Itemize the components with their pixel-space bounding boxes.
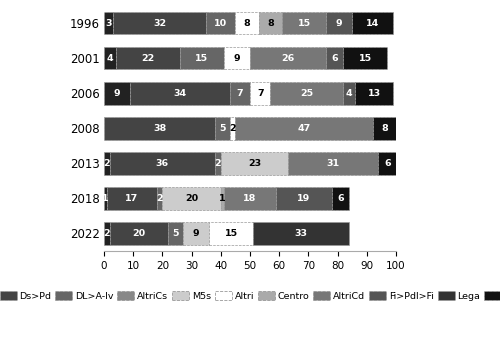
Bar xyxy=(224,47,250,70)
Text: 7: 7 xyxy=(257,89,264,98)
Bar xyxy=(162,187,221,209)
Text: 23: 23 xyxy=(248,159,261,168)
Bar xyxy=(113,12,206,34)
Text: 8: 8 xyxy=(244,18,250,27)
Text: 8: 8 xyxy=(267,18,274,27)
Text: 2: 2 xyxy=(156,194,163,203)
Text: 22: 22 xyxy=(141,54,154,63)
Bar xyxy=(110,152,215,175)
Text: 1: 1 xyxy=(102,194,109,203)
Text: 34: 34 xyxy=(174,89,186,98)
Bar xyxy=(206,12,236,34)
Text: 2: 2 xyxy=(104,159,110,168)
Text: 9: 9 xyxy=(192,229,200,238)
Bar xyxy=(352,12,393,34)
Text: 15: 15 xyxy=(196,54,208,63)
Text: 4: 4 xyxy=(106,54,113,63)
Text: 5: 5 xyxy=(219,124,226,133)
Text: 7: 7 xyxy=(236,89,243,98)
Text: 20: 20 xyxy=(185,194,198,203)
Text: 36: 36 xyxy=(156,159,169,168)
Text: 18: 18 xyxy=(244,194,256,203)
Bar xyxy=(168,222,183,245)
Bar xyxy=(236,117,372,140)
Text: 2: 2 xyxy=(104,229,110,238)
Text: 1: 1 xyxy=(219,194,226,203)
Bar xyxy=(332,187,349,209)
Text: 33: 33 xyxy=(294,229,308,238)
Bar xyxy=(276,187,332,209)
Bar xyxy=(221,152,288,175)
Legend: Sin, Ds>Pd, DL>A-Iv, AltriCs, M5s, Altri, Centro, AltriCd, Fi>Pdl>Fi, Lega, An>F: Sin, Ds>Pd, DL>A-Iv, AltriCs, M5s, Altri… xyxy=(0,287,500,305)
Bar xyxy=(180,47,224,70)
Bar xyxy=(116,47,180,70)
Text: 38: 38 xyxy=(153,124,166,133)
Text: 15: 15 xyxy=(298,18,310,27)
Bar xyxy=(378,152,396,175)
Text: 8: 8 xyxy=(381,124,388,133)
Bar xyxy=(104,152,110,175)
Bar xyxy=(107,187,156,209)
Text: 9: 9 xyxy=(234,54,240,63)
Bar xyxy=(326,47,344,70)
Text: 3: 3 xyxy=(105,18,112,27)
Text: 4: 4 xyxy=(346,89,352,98)
Bar xyxy=(259,12,282,34)
Text: 5: 5 xyxy=(172,229,179,238)
Bar xyxy=(230,82,250,104)
Bar xyxy=(230,117,235,140)
Bar xyxy=(221,187,224,209)
Text: 31: 31 xyxy=(326,159,340,168)
Bar xyxy=(130,82,230,104)
Text: 10: 10 xyxy=(214,18,228,27)
Bar xyxy=(270,82,344,104)
Text: 25: 25 xyxy=(300,89,314,98)
Text: 20: 20 xyxy=(132,229,145,238)
Bar xyxy=(104,12,113,34)
Bar xyxy=(288,152,378,175)
Bar xyxy=(250,47,326,70)
Bar xyxy=(253,222,349,245)
Bar xyxy=(224,187,276,209)
Text: 14: 14 xyxy=(366,18,379,27)
Text: 6: 6 xyxy=(332,54,338,63)
Bar xyxy=(250,82,270,104)
Bar xyxy=(156,187,162,209)
Bar xyxy=(104,82,130,104)
Text: 6: 6 xyxy=(337,194,344,203)
Bar xyxy=(236,12,259,34)
Bar xyxy=(183,222,209,245)
Bar xyxy=(104,47,116,70)
Text: 2: 2 xyxy=(214,159,221,168)
Text: 13: 13 xyxy=(368,89,380,98)
Bar xyxy=(355,82,393,104)
Bar xyxy=(104,187,107,209)
Bar xyxy=(209,222,253,245)
Text: 15: 15 xyxy=(358,54,372,63)
Text: 17: 17 xyxy=(125,194,138,203)
Text: 26: 26 xyxy=(282,54,294,63)
Bar xyxy=(344,47,387,70)
Bar xyxy=(372,117,396,140)
Text: 9: 9 xyxy=(114,89,120,98)
Text: 15: 15 xyxy=(224,229,237,238)
Bar xyxy=(110,222,168,245)
Bar xyxy=(326,12,352,34)
Bar xyxy=(215,152,221,175)
Text: 9: 9 xyxy=(336,18,342,27)
Text: 47: 47 xyxy=(298,124,310,133)
Bar xyxy=(215,117,230,140)
Bar xyxy=(282,12,326,34)
Text: 6: 6 xyxy=(384,159,390,168)
Text: 19: 19 xyxy=(298,194,310,203)
Bar xyxy=(104,222,110,245)
Bar xyxy=(344,82,355,104)
Text: 2: 2 xyxy=(229,124,236,133)
Bar xyxy=(104,117,215,140)
Text: 32: 32 xyxy=(153,18,166,27)
